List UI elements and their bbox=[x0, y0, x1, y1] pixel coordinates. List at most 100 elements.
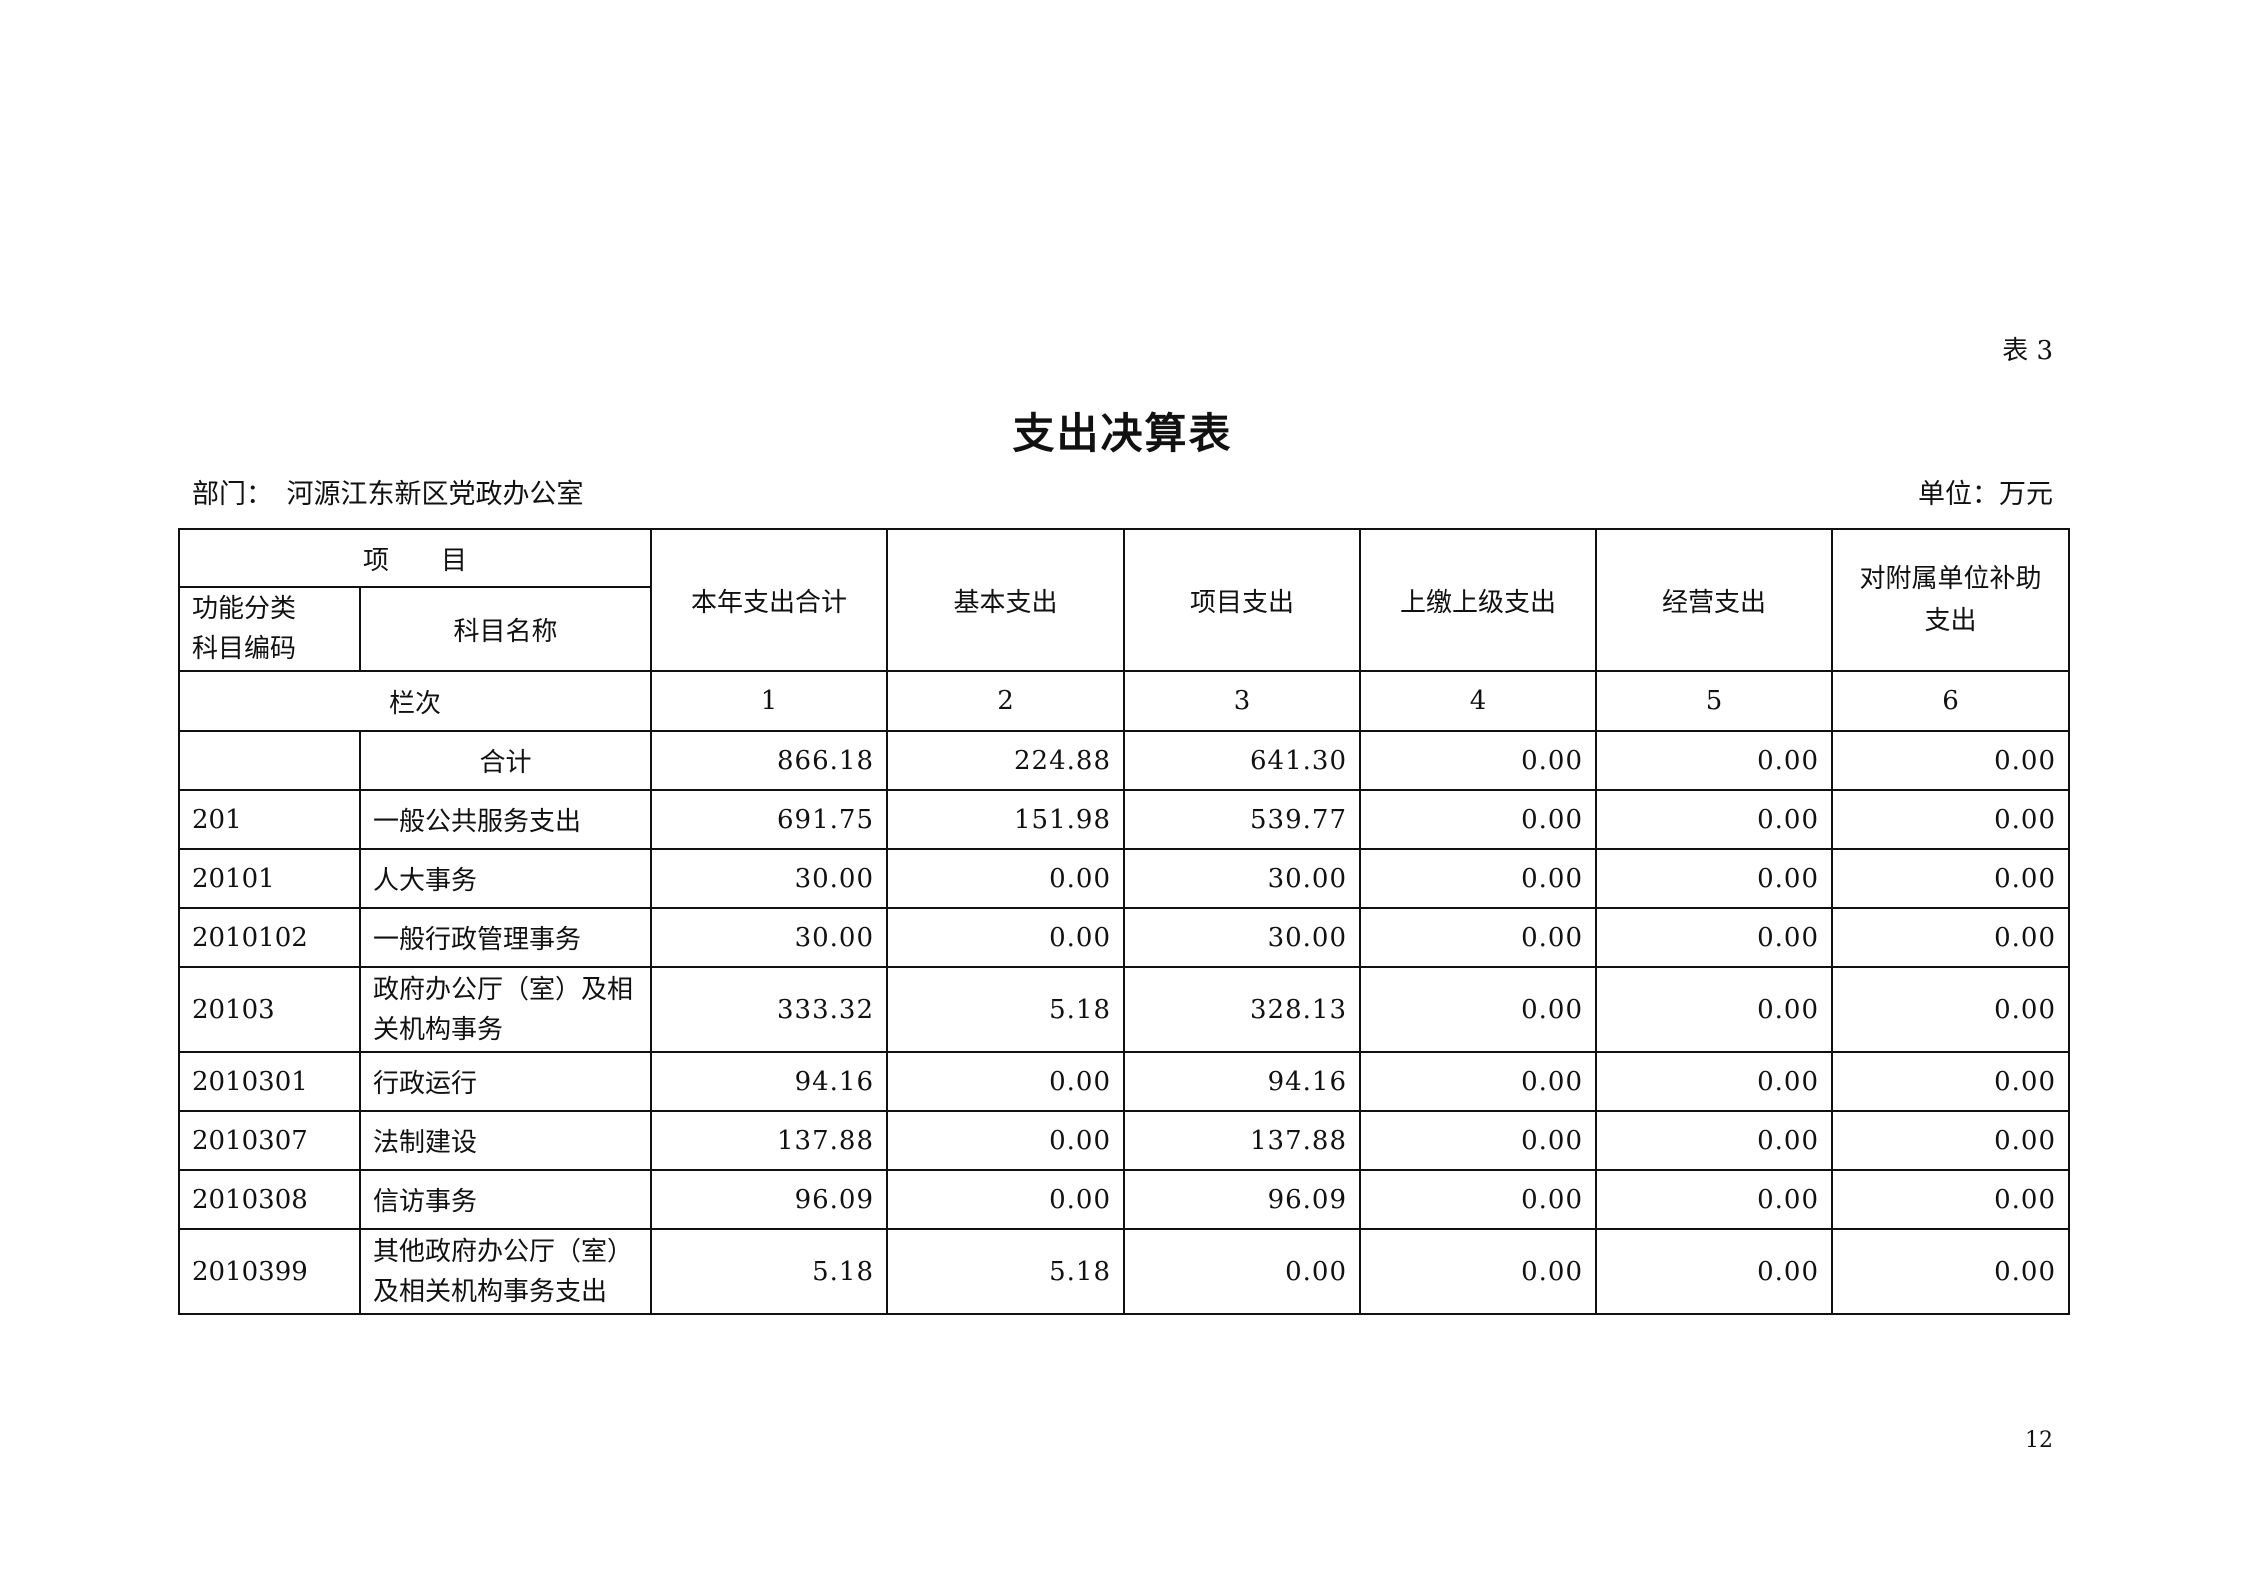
table-row: 201 一般公共服务支出 691.75 151.98 539.77 0.00 0.00 0.0… bbox=[178, 789, 2070, 850]
amount-cell: 137.88 bbox=[1123, 1110, 1361, 1171]
table-row: 2010301 行政运行 94.16 0.00 94.16 0.00 0.00 0.00 bbox=[178, 1051, 2070, 1112]
amount-cell: 0.00 bbox=[1595, 730, 1833, 791]
amount-cell: 30.00 bbox=[1123, 848, 1361, 909]
subject-code: 2010307 bbox=[178, 1110, 361, 1171]
table-row: 20103 政府办公厅（室）及相关机构事务 333.32 5.18 328.13 0.00… bbox=[178, 966, 2070, 1053]
amount-cell: 691.75 bbox=[650, 789, 888, 850]
amount-cell: 0.00 bbox=[1595, 1051, 1833, 1112]
header-col-3: 项目支出 bbox=[1123, 528, 1361, 672]
amount-cell: 641.30 bbox=[1123, 730, 1361, 791]
amount-cell: 0.00 bbox=[1831, 848, 2070, 909]
amount-cell: 539.77 bbox=[1123, 789, 1361, 850]
amount-cell: 0.00 bbox=[1359, 789, 1597, 850]
amount-cell: 224.88 bbox=[886, 730, 1125, 791]
amount-cell: 0.00 bbox=[1595, 789, 1833, 850]
header-code: 功能分类科目编码 bbox=[178, 586, 361, 672]
amount-cell: 94.16 bbox=[650, 1051, 888, 1112]
amount-cell: 333.32 bbox=[650, 966, 888, 1053]
amount-cell: 0.00 bbox=[1831, 1228, 2070, 1315]
amount-cell: 0.00 bbox=[1359, 848, 1597, 909]
header-col-5: 经营支出 bbox=[1595, 528, 1833, 672]
header-item: 项 目 bbox=[178, 528, 652, 588]
column-number: 4 bbox=[1359, 670, 1597, 732]
subject-name: 一般公共服务支出 bbox=[359, 789, 652, 850]
header-col-6: 对附属单位补助支出 bbox=[1831, 528, 2070, 672]
amount-cell: 0.00 bbox=[1359, 730, 1597, 791]
amount-cell: 30.00 bbox=[1123, 907, 1361, 968]
table-row: 2010399 其他政府办公厅（室）及相关机构事务支出 5.18 5.18 0.00 0.… bbox=[178, 1228, 2070, 1315]
column-number-row: 栏次 1 2 3 4 5 6 bbox=[178, 670, 2070, 732]
amount-cell: 96.09 bbox=[1123, 1169, 1361, 1230]
amount-cell: 0.00 bbox=[1595, 1169, 1833, 1230]
subject-name: 其他政府办公厅（室）及相关机构事务支出 bbox=[359, 1228, 652, 1315]
amount-cell: 0.00 bbox=[886, 1051, 1125, 1112]
amount-cell: 0.00 bbox=[1595, 907, 1833, 968]
table-row: 2010307 法制建设 137.88 0.00 137.88 0.00 0.00 0.00 bbox=[178, 1110, 2070, 1171]
subject-name: 合计 bbox=[359, 730, 652, 791]
amount-cell: 0.00 bbox=[1831, 1110, 2070, 1171]
subject-name: 人大事务 bbox=[359, 848, 652, 909]
amount-cell: 0.00 bbox=[886, 848, 1125, 909]
page-title: 支出决算表 bbox=[1012, 409, 1233, 458]
table-row: 2010308 信访事务 96.09 0.00 96.09 0.00 0.00 0.00 bbox=[178, 1169, 2070, 1230]
subject-name: 信访事务 bbox=[359, 1169, 652, 1230]
subject-code: 20101 bbox=[178, 848, 361, 909]
subject-name: 一般行政管理事务 bbox=[359, 907, 652, 968]
amount-cell: 0.00 bbox=[1123, 1228, 1361, 1315]
subject-name: 行政运行 bbox=[359, 1051, 652, 1112]
amount-cell: 0.00 bbox=[1359, 966, 1597, 1053]
amount-cell: 5.18 bbox=[886, 1228, 1125, 1315]
column-number: 5 bbox=[1595, 670, 1833, 732]
amount-cell: 137.88 bbox=[650, 1110, 888, 1171]
subject-code: 2010102 bbox=[178, 907, 361, 968]
subject-code: 2010301 bbox=[178, 1051, 361, 1112]
amount-cell: 0.00 bbox=[1595, 1228, 1833, 1315]
amount-cell: 0.00 bbox=[1831, 1169, 2070, 1230]
table-row: 2010102 一般行政管理事务 30.00 0.00 30.00 0.00 0.00 0.0… bbox=[178, 907, 2070, 968]
amount-cell: 0.00 bbox=[1359, 1051, 1597, 1112]
amount-cell: 5.18 bbox=[886, 966, 1125, 1053]
table-row: 20101 人大事务 30.00 0.00 30.00 0.00 0.00 0.00 bbox=[178, 848, 2070, 909]
amount-cell: 0.00 bbox=[1831, 907, 2070, 968]
subject-name: 法制建设 bbox=[359, 1110, 652, 1171]
header-col-1: 本年支出合计 bbox=[650, 528, 888, 672]
amount-cell: 151.98 bbox=[886, 789, 1125, 850]
amount-cell: 0.00 bbox=[886, 1110, 1125, 1171]
amount-cell: 0.00 bbox=[1359, 1110, 1597, 1171]
header-name: 科目名称 bbox=[359, 586, 652, 672]
amount-cell: 0.00 bbox=[1595, 1110, 1833, 1171]
amount-cell: 0.00 bbox=[1831, 730, 2070, 791]
subject-code: 2010399 bbox=[178, 1228, 361, 1315]
column-number: 3 bbox=[1123, 670, 1361, 732]
column-number: 2 bbox=[886, 670, 1125, 732]
amount-cell: 328.13 bbox=[1123, 966, 1361, 1053]
amount-cell: 0.00 bbox=[1595, 966, 1833, 1053]
header-col-4: 上缴上级支出 bbox=[1359, 528, 1597, 672]
amount-cell: 0.00 bbox=[1831, 966, 2070, 1053]
department-label: 部门： 河源江东新区党政办公室 bbox=[192, 479, 584, 510]
row-label: 栏次 bbox=[178, 670, 652, 732]
table-row: 合计 866.18 224.88 641.30 0.00 0.00 0.00 bbox=[178, 730, 2070, 791]
amount-cell: 96.09 bbox=[650, 1169, 888, 1230]
amount-cell: 0.00 bbox=[1595, 848, 1833, 909]
expenditure-table: 项 目 本年支出合计 基本支出 项目支出 上缴上级支出 经营支出 对附属单位补助… bbox=[178, 528, 2070, 1315]
column-number: 6 bbox=[1831, 670, 2070, 732]
amount-cell: 94.16 bbox=[1123, 1051, 1361, 1112]
unit-label: 单位：万元 bbox=[1918, 479, 2053, 510]
page-number: 12 bbox=[2025, 1428, 2053, 1453]
subject-code: 20103 bbox=[178, 966, 361, 1053]
amount-cell: 0.00 bbox=[1359, 1169, 1597, 1230]
amount-cell: 0.00 bbox=[1831, 789, 2070, 850]
amount-cell: 0.00 bbox=[886, 1169, 1125, 1230]
amount-cell: 0.00 bbox=[886, 907, 1125, 968]
amount-cell: 866.18 bbox=[650, 730, 888, 791]
subject-name: 政府办公厅（室）及相关机构事务 bbox=[359, 966, 652, 1053]
amount-cell: 0.00 bbox=[1831, 1051, 2070, 1112]
table-number: 表 3 bbox=[2002, 336, 2053, 366]
amount-cell: 5.18 bbox=[650, 1228, 888, 1315]
column-number: 1 bbox=[650, 670, 888, 732]
amount-cell: 30.00 bbox=[650, 907, 888, 968]
amount-cell: 0.00 bbox=[1359, 907, 1597, 968]
amount-cell: 30.00 bbox=[650, 848, 888, 909]
header-col-2: 基本支出 bbox=[886, 528, 1125, 672]
